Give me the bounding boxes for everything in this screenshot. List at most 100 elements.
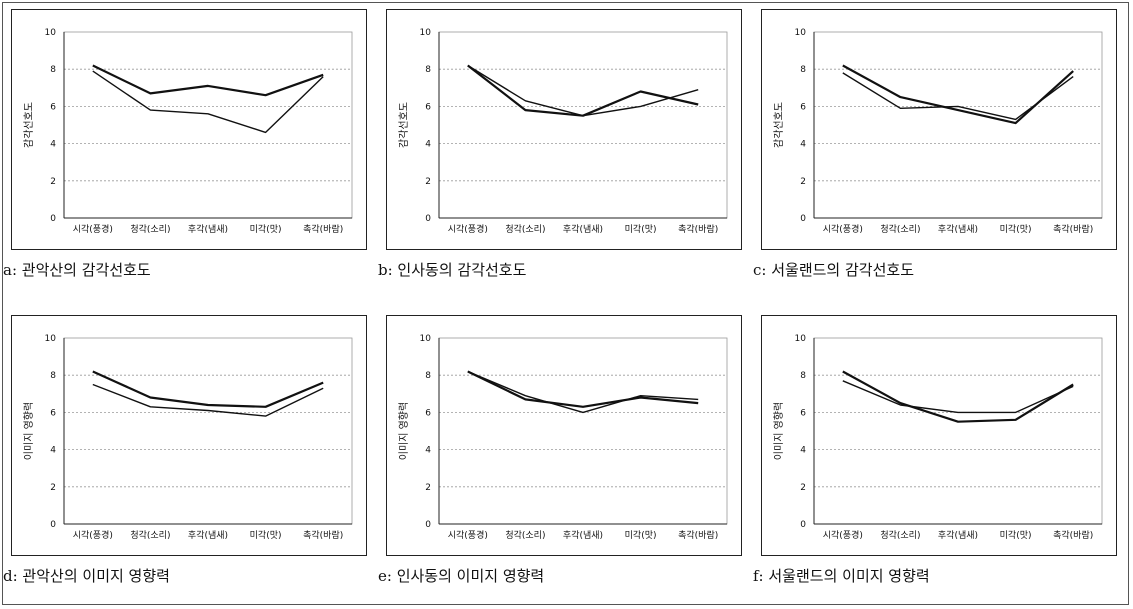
plot-area [813,337,1103,525]
line-chart-b: 0 2 4 6 8 10 시각(풍경) 청각(소리) 후각(냄새) 미각(맛) 촉각(바람) 감각선호… [398,28,728,235]
y-tick-label: 2 [50,177,56,187]
y-tick-label: 6 [50,408,56,418]
line-chart-e: 0 2 4 6 8 10 시각(풍경) 청각(소리) 후각(냄새) 미각(맛) 촉각(바람) 이미지 … [398,334,728,541]
y-tick-label: 8 [425,65,431,75]
x-tick-label: 시각(풍경) [448,529,488,541]
y-tick-label: 10 [795,334,807,344]
y-tick-label: 4 [800,446,806,456]
chart-box-b: 0 2 4 6 8 10 시각(풍경) 청각(소리) 후각(냄새) 미각(맛) 촉각(바람) 감각선호… [386,9,742,250]
chart-box-a: 0 2 4 6 8 10 시각(풍경) 청각(소리) 후각(냄새) 미각(맛) 촉각(바람) 감각선호… [11,9,367,250]
x-tick-label: 청각(소리) [130,529,170,541]
y-tick-label: 10 [420,334,432,344]
y-tick-label: 0 [425,214,431,224]
x-tick-label: 시각(풍경) [73,529,113,541]
x-tick-label: 후각(냄새) [938,223,978,235]
chart-caption-a: a: 관악산의 감각선호도 [3,261,151,279]
series-line-1 [92,370,324,408]
x-tick-label: 미각(맛) [1000,529,1032,541]
chart-box-c: 0 2 4 6 8 10 시각(풍경) 청각(소리) 후각(냄새) 미각(맛) 촉각(바람) 감각선호… [761,9,1117,250]
y-tick-label: 4 [425,446,431,456]
series-line-2 [842,380,1074,414]
series-line-2 [92,383,324,417]
x-tick-label: 미각(맛) [250,529,282,541]
y-tick-label: 2 [800,483,806,493]
series-line-2 [92,70,324,134]
chart-caption-d: d: 관악산의 이미지 영향력 [3,567,170,585]
x-tick-label: 후각(냄새) [938,529,978,541]
chart-caption-b: b: 인사동의 감각선호도 [378,261,527,279]
x-tick-label: 청각(소리) [880,529,920,541]
series-line-1 [92,64,324,97]
y-tick-label: 2 [800,177,806,187]
y-tick-label: 8 [50,65,56,75]
series-line-1 [842,370,1074,423]
y-tick-label: 8 [50,371,56,381]
y-tick-label: 0 [425,520,431,530]
chart-panel-c: 0 2 4 6 8 10 시각(풍경) 청각(소리) 후각(냄새) 미각(맛) 촉각(바람) 감각선호… [753,3,1128,303]
chart-box-d: 0 2 4 6 8 10 시각(풍경) 청각(소리) 후각(냄새) 미각(맛) 촉각(바람) 이미지 … [11,315,367,556]
plot-area [63,337,353,525]
plot-area [813,31,1103,219]
chart-panel-e: 0 2 4 6 8 10 시각(풍경) 청각(소리) 후각(냄새) 미각(맛) 촉각(바람) 이미지 … [378,309,753,609]
x-tick-label: 촉각(바람) [303,529,343,541]
x-tick-label: 청각(소리) [505,529,545,541]
y-tick-label: 4 [800,140,806,150]
plot-area [438,337,728,525]
x-tick-label: 미각(맛) [1000,223,1032,235]
x-tick-label: 후각(냄새) [188,223,228,235]
chart-panel-a: 0 2 4 6 8 10 시각(풍경) 청각(소리) 후각(냄새) 미각(맛) 촉각(바람) 감각선호… [3,3,378,303]
line-chart-f: 0 2 4 6 8 10 시각(풍경) 청각(소리) 후각(냄새) 미각(맛) 촉각(바람) 이미지 … [773,334,1103,541]
y-tick-label: 4 [50,140,56,150]
series-line-2 [842,72,1074,121]
x-tick-label: 후각(냄새) [563,529,603,541]
line-chart-a: 0 2 4 6 8 10 시각(풍경) 청각(소리) 후각(냄새) 미각(맛) 촉각(바람) 감각선호… [23,28,353,235]
y-tick-label: 2 [425,483,431,493]
chart-caption-c: c: 서울랜드의 감각선호도 [753,261,914,279]
x-tick-label: 후각(냄새) [188,529,228,541]
y-tick-label: 6 [800,102,806,112]
x-tick-label: 청각(소리) [505,223,545,235]
x-tick-label: 촉각(바람) [1053,529,1093,541]
line-chart-d: 0 2 4 6 8 10 시각(풍경) 청각(소리) 후각(냄새) 미각(맛) 촉각(바람) 이미지 … [23,334,353,541]
series-line-2 [467,64,699,117]
chart-box-f: 0 2 4 6 8 10 시각(풍경) 청각(소리) 후각(냄새) 미각(맛) 촉각(바람) 이미지 … [761,315,1117,556]
y-tick-label: 0 [50,520,56,530]
x-tick-label: 미각(맛) [625,223,657,235]
x-tick-label: 촉각(바람) [1053,223,1093,235]
x-tick-label: 시각(풍경) [823,529,863,541]
y-axis-label: 이미지 영향력 [773,402,785,460]
y-tick-label: 10 [420,28,432,38]
y-axis-label: 이미지 영향력 [398,402,410,460]
line-chart-c: 0 2 4 6 8 10 시각(풍경) 청각(소리) 후각(냄새) 미각(맛) 촉각(바람) 감각선호… [773,28,1103,235]
y-tick-label: 2 [425,177,431,187]
chart-panel-b: 0 2 4 6 8 10 시각(풍경) 청각(소리) 후각(냄새) 미각(맛) 촉각(바람) 감각선호… [378,3,753,303]
chart-caption-f: f: 서울랜드의 이미지 영향력 [753,567,930,585]
y-tick-label: 0 [800,214,806,224]
y-axis-label: 감각선호도 [773,102,785,148]
y-tick-label: 10 [45,28,57,38]
y-tick-label: 2 [50,483,56,493]
series-line-2 [467,370,699,414]
y-tick-label: 0 [800,520,806,530]
y-axis-label: 감각선호도 [23,102,35,148]
x-tick-label: 미각(맛) [625,529,657,541]
y-tick-label: 6 [800,408,806,418]
y-tick-label: 4 [50,446,56,456]
plot-area [438,31,728,219]
x-tick-label: 시각(풍경) [448,223,488,235]
y-tick-label: 10 [795,28,807,38]
x-tick-label: 청각(소리) [130,223,170,235]
plot-area [63,31,353,219]
x-tick-label: 촉각(바람) [678,529,718,541]
y-tick-label: 8 [800,65,806,75]
chart-caption-e: e: 인사동의 이미지 영향력 [378,567,545,585]
y-tick-label: 6 [50,102,56,112]
y-tick-label: 8 [800,371,806,381]
x-tick-label: 청각(소리) [880,223,920,235]
y-axis-label: 이미지 영향력 [23,402,35,460]
series-line-1 [467,64,699,117]
chart-panel-d: 0 2 4 6 8 10 시각(풍경) 청각(소리) 후각(냄새) 미각(맛) 촉각(바람) 이미지 … [3,309,378,609]
series-line-1 [467,370,699,408]
y-tick-label: 4 [425,140,431,150]
